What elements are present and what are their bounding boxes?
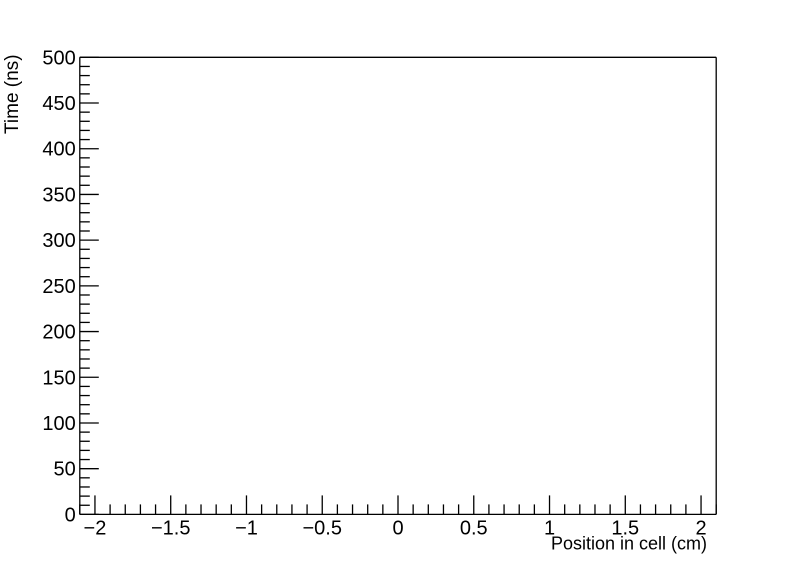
svg-text:0: 0 <box>65 504 76 526</box>
svg-text:400: 400 <box>42 139 75 161</box>
svg-text:−0.5: −0.5 <box>302 517 341 539</box>
svg-text:−2: −2 <box>84 517 107 539</box>
svg-text:350: 350 <box>42 184 75 206</box>
svg-text:Time (ns): Time (ns) <box>2 54 23 134</box>
svg-text:50: 50 <box>54 459 76 481</box>
svg-text:100: 100 <box>42 413 75 435</box>
svg-text:Position in cell (cm): Position in cell (cm) <box>551 533 707 553</box>
svg-text:0: 0 <box>392 517 403 539</box>
svg-text:−1.5: −1.5 <box>151 517 190 539</box>
svg-text:250: 250 <box>42 276 75 298</box>
svg-text:0.5: 0.5 <box>460 517 488 539</box>
svg-text:500: 500 <box>42 47 75 69</box>
svg-text:−1: −1 <box>235 517 258 539</box>
svg-text:200: 200 <box>42 322 75 344</box>
svg-text:450: 450 <box>42 93 75 115</box>
svg-text:150: 150 <box>42 367 75 389</box>
svg-text:300: 300 <box>42 230 75 252</box>
